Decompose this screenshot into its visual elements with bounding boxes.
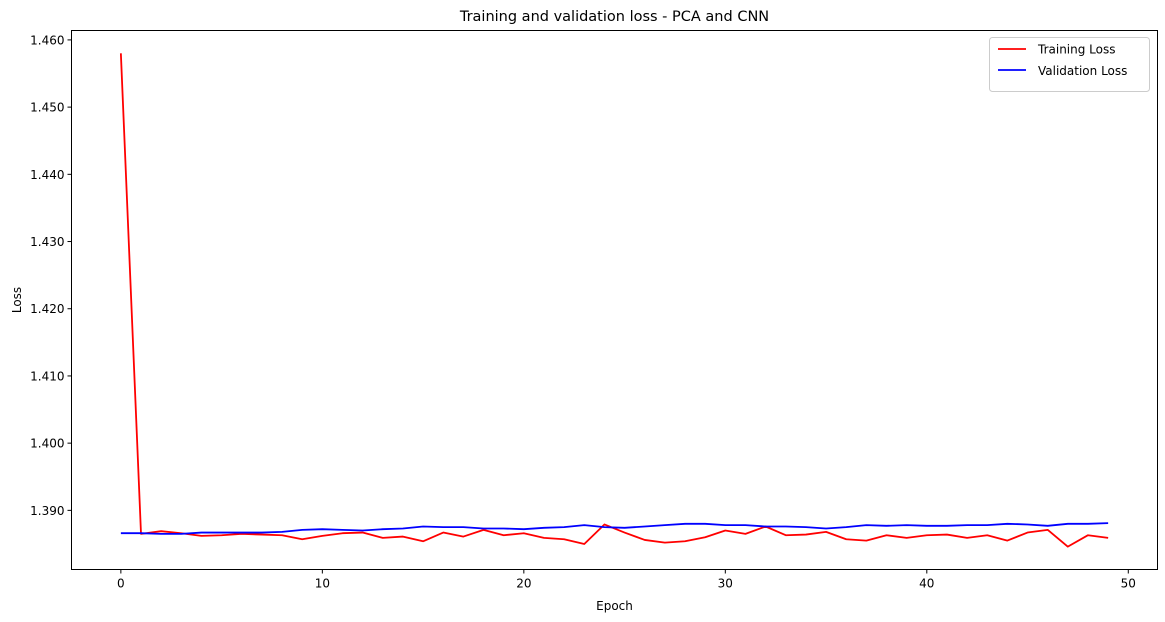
y-tick-label: 1.390 (30, 504, 64, 518)
plot-area (71, 30, 1158, 570)
legend: Training Loss Validation Loss (989, 37, 1150, 92)
x-tick-label: 10 (315, 577, 330, 591)
legend-box (989, 37, 1150, 92)
y-tick-label: 1.430 (30, 235, 64, 249)
y-tick-label: 1.420 (30, 302, 64, 316)
plot-frame (71, 30, 1158, 570)
x-tick-label: 20 (516, 577, 531, 591)
y-tick-label: 1.400 (30, 437, 64, 451)
x-tick-label: 50 (1121, 577, 1136, 591)
y-tick-label: 1.440 (30, 168, 64, 182)
x-tick-label: 0 (117, 577, 125, 591)
y-axis-label: Loss (10, 287, 24, 313)
x-axis: 0 10 20 30 40 50 (117, 569, 1136, 591)
x-tick-label: 30 (718, 577, 733, 591)
chart-title: Training and validation loss - PCA and C… (459, 9, 769, 25)
x-tick-label: 40 (919, 577, 934, 591)
x-axis-label: Epoch (596, 599, 633, 613)
y-tick-label: 1.460 (30, 33, 64, 47)
series-line-training-loss (119, 53, 1109, 548)
y-axis: 1.390 1.400 1.410 1.420 1.430 1.440 1.450 1.460 (30, 33, 72, 518)
y-tick-label: 1.450 (30, 101, 64, 115)
legend-label-training: Training Loss (1037, 43, 1115, 57)
y-tick-label: 1.410 (30, 369, 64, 383)
series-layer (119, 53, 1109, 548)
series-line-validation-loss (120, 522, 1109, 535)
legend-label-validation: Validation Loss (1038, 64, 1127, 78)
